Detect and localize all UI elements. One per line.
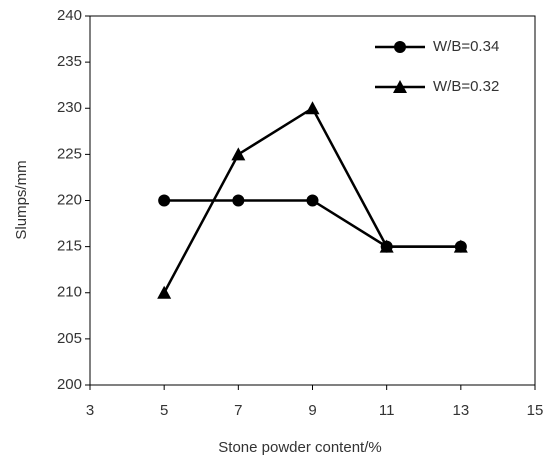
x-tick-label: 15 xyxy=(527,402,544,419)
y-tick-label: 215 xyxy=(57,238,82,255)
marker-circle xyxy=(306,194,319,207)
marker-triangle xyxy=(393,80,407,93)
marker-triangle xyxy=(157,285,172,299)
marker-triangle xyxy=(379,239,394,253)
marker-triangle xyxy=(453,239,468,253)
y-tick-label: 225 xyxy=(57,145,82,162)
legend-label: W/B=0.34 xyxy=(433,38,499,55)
marker-circle xyxy=(232,194,245,207)
y-axis-label: Slumps/mm xyxy=(13,160,30,239)
marker-triangle xyxy=(231,147,246,161)
x-tick-label: 9 xyxy=(308,402,316,419)
marker-triangle xyxy=(305,101,320,115)
x-tick-label: 5 xyxy=(160,402,168,419)
y-tick-label: 240 xyxy=(57,7,82,24)
y-tick-label: 205 xyxy=(57,330,82,347)
x-axis-label: Stone powder content/% xyxy=(218,439,381,456)
x-tick-label: 11 xyxy=(379,402,395,419)
x-tick-label: 3 xyxy=(86,402,94,419)
x-tick-label: 13 xyxy=(452,402,469,419)
marker-circle xyxy=(158,194,171,207)
y-tick-label: 200 xyxy=(57,376,82,393)
y-tick-label: 210 xyxy=(57,284,82,301)
marker-circle xyxy=(394,41,406,53)
legend-label: W/B=0.32 xyxy=(433,78,499,95)
x-tick-label: 7 xyxy=(234,402,242,419)
y-tick-label: 230 xyxy=(57,99,82,116)
y-tick-label: 235 xyxy=(57,53,82,70)
y-tick-label: 220 xyxy=(57,191,82,208)
